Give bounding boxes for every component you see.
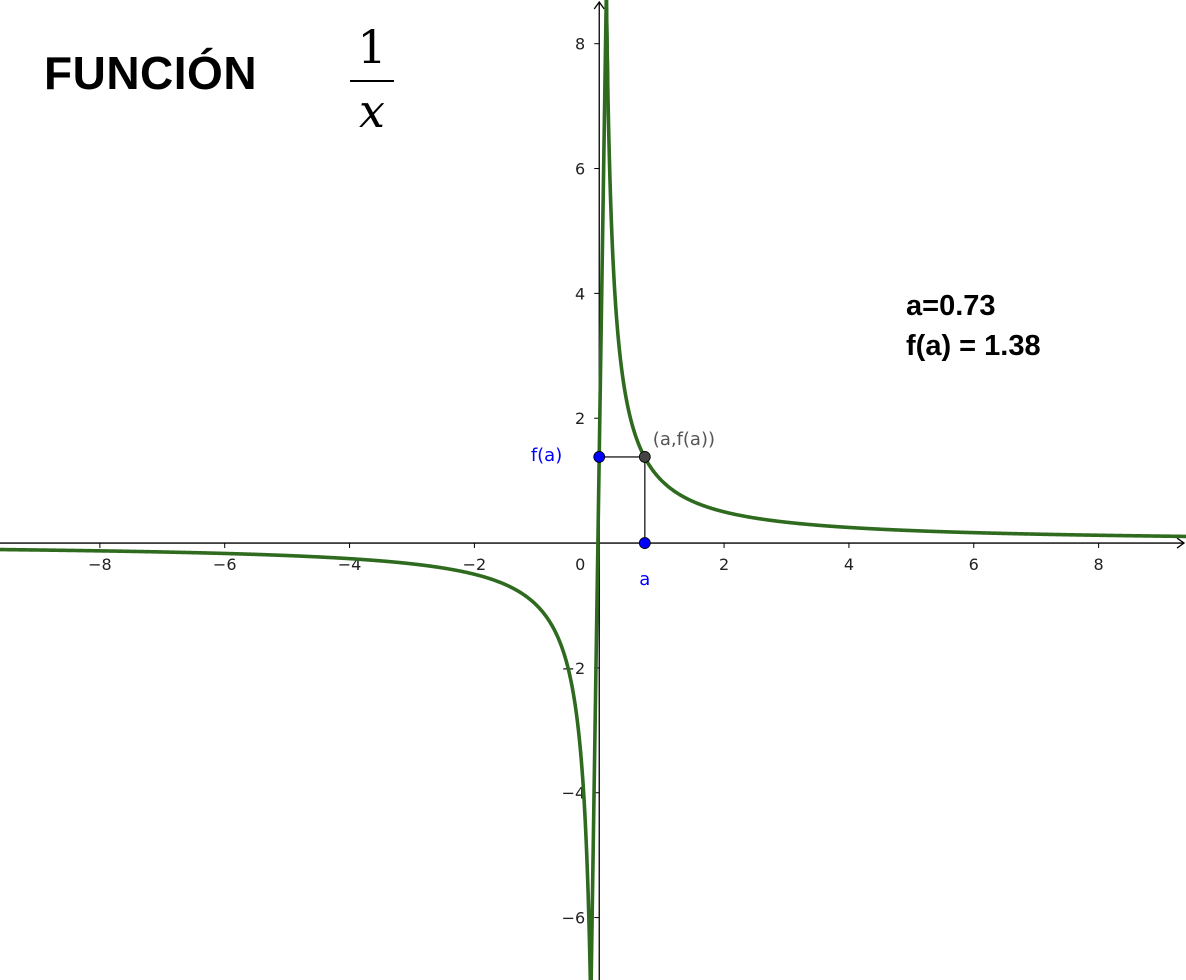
fraction-denominator: x	[359, 84, 385, 138]
values-readout: a=0.73 f(a) = 1.38	[906, 286, 1041, 366]
y-tick-label: −4	[562, 784, 586, 803]
point-a	[638, 537, 651, 549]
y-tick-label: 8	[575, 35, 585, 54]
point-on-curve-label: (a,f(a))	[653, 429, 715, 450]
x-tick-label: −2	[463, 555, 487, 574]
x-tick-label: −6	[213, 555, 237, 574]
x-tick-label: −8	[88, 555, 112, 574]
y-tick-label: 6	[575, 160, 585, 179]
fraction-numerator: 1	[357, 20, 387, 74]
point-fa-label: f(a)	[531, 445, 562, 466]
fraction-bar	[350, 80, 394, 82]
title-word: FUNCIÓN	[44, 47, 258, 99]
a-value-text: a=0.73	[906, 290, 996, 322]
point-on-curve	[638, 451, 651, 463]
x-tick-label: 0	[575, 555, 585, 574]
x-tick-label: 6	[969, 555, 979, 574]
curve-positive-branch	[604, 0, 1186, 539]
y-tick-label: 2	[575, 409, 585, 428]
title-fraction: 1 x	[346, 20, 398, 136]
y-tick-label: 4	[575, 284, 585, 303]
x-tick-label: 4	[844, 555, 854, 574]
x-axis-arrow	[1176, 537, 1186, 549]
x-tick-label: 2	[719, 555, 729, 574]
curve-negative-branch	[0, 0, 610, 980]
fa-value-text: f(a) = 1.38	[906, 330, 1041, 362]
x-tick-label: 8	[1094, 555, 1104, 574]
y-axis-arrow	[593, 0, 605, 10]
point-fa	[593, 451, 606, 463]
point-a-label: a	[639, 569, 650, 590]
y-tick-label: −6	[562, 909, 586, 928]
